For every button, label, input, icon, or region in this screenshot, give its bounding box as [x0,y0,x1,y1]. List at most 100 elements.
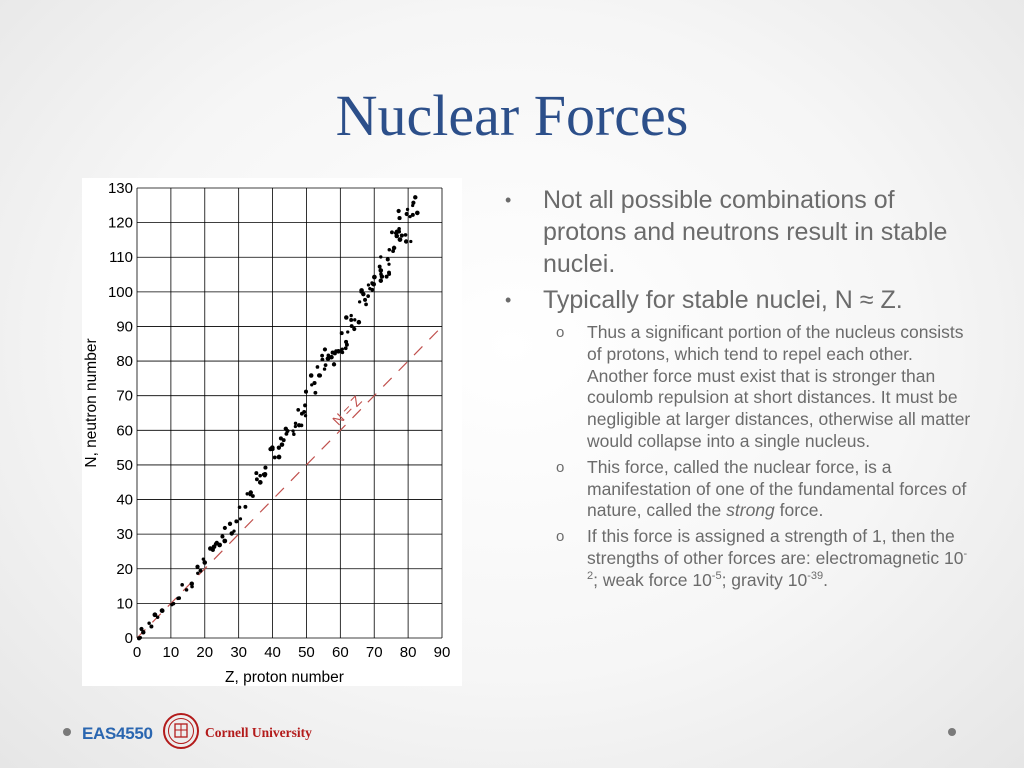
sub-bullet-marker: o [556,528,565,546]
data-point [363,297,368,302]
x-tick-label: 10 [163,644,180,661]
data-point [180,583,184,587]
data-point [303,389,309,394]
data-point [229,531,234,536]
data-point [356,319,362,325]
x-tick-label: 0 [133,644,141,661]
data-point [349,317,354,322]
y-tick-label: 30 [116,526,133,543]
data-point [303,414,308,418]
data-point [379,272,383,276]
data-point [411,200,416,205]
y-tick-label: 80 [116,353,133,370]
y-tick-label: 130 [108,180,133,197]
text-run: ; weak force 10 [593,569,712,590]
x-tick-label: 70 [366,644,383,661]
exponent: -39 [807,569,824,582]
x-tick-label: 20 [196,644,213,661]
data-point [245,492,249,496]
data-point [377,264,382,269]
data-point [198,568,203,573]
bullet-list: • Not all possible combinations of proto… [503,184,973,596]
text-run: This force, called the nuclear force, is… [587,456,967,521]
data-point [322,347,328,352]
y-tick-label: 0 [125,630,133,647]
data-point [326,353,331,358]
data-point [276,445,282,450]
y-tick-label: 100 [108,284,133,301]
data-point [385,257,390,262]
x-tick-label: 50 [298,644,315,661]
bullet-item: • Typically for stable nuclei, N ≈ Z. [503,284,973,316]
data-point [257,480,263,485]
footer: EAS4550 Cornell University [62,712,362,752]
data-point [258,473,262,478]
data-point [409,239,413,244]
data-point [387,272,392,276]
text-run: force. [774,500,824,521]
data-point [408,215,412,219]
bullet-text: Not all possible combinations of protons… [543,186,948,278]
data-point [312,381,317,386]
data-point [254,471,259,476]
data-point [217,542,222,548]
data-point [343,346,348,351]
decor-dot-right [948,728,956,736]
data-point [296,407,301,412]
x-tick-label: 30 [230,644,247,661]
data-point [310,383,314,387]
data-point [184,588,189,592]
sub-bullet-item: o Thus a significant portion of the nucl… [503,322,973,453]
data-point [272,455,277,460]
y-tick-label: 50 [116,457,133,474]
data-point [254,477,259,482]
y-tick-label: 120 [108,215,133,232]
data-point [152,612,158,618]
data-point [276,454,282,460]
data-point [329,354,334,360]
data-point [331,362,337,367]
sub-bullet-marker: o [556,324,565,341]
data-point [366,283,371,287]
data-point [397,216,402,221]
data-point [232,529,236,533]
sub-bullet-item: o If this force is assigned a strength o… [503,526,973,591]
data-point [414,195,418,199]
data-point [160,608,165,613]
data-point [366,294,370,298]
data-point [403,239,409,244]
data-point [340,350,345,355]
data-point [308,373,314,378]
data-point [320,353,325,358]
sub-bullet-text: If this force is assigned a strength of … [587,526,967,590]
data-point [391,245,397,251]
data-point [364,302,368,307]
bullet-text: Typically for stable nuclei, N ≈ Z. [543,286,903,314]
data-point [404,211,409,217]
data-point [387,247,392,252]
data-point [325,356,331,362]
data-point [279,442,285,447]
data-point [344,315,349,320]
y-tick-label: 90 [116,318,133,335]
y-tick-label: 70 [116,388,133,405]
data-point [384,274,389,279]
data-point [378,278,384,283]
exponent: -5 [711,569,722,582]
x-tick-label: 90 [434,644,451,661]
data-point [270,445,275,450]
data-point [291,429,295,433]
data-point [405,207,410,212]
course-code: EAS4550 [82,724,153,743]
data-point [357,300,362,304]
bullet-item: • Not all possible combinations of proto… [503,184,973,280]
data-point [189,581,194,586]
data-point [263,465,268,470]
data-point [320,357,325,362]
data-point [353,318,357,322]
university-name: Cornell University [205,725,312,740]
data-point [293,421,298,426]
sub-bullet-text: This force, called the nuclear force, is… [587,457,966,521]
data-point [378,268,384,273]
emphasis-strong: strong [726,500,775,521]
